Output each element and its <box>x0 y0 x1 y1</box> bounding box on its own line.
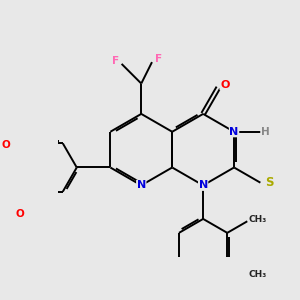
Text: O: O <box>15 209 24 219</box>
Text: S: S <box>265 176 274 189</box>
Text: CH₃: CH₃ <box>248 215 266 224</box>
Text: N: N <box>230 127 239 137</box>
Text: O: O <box>1 140 10 150</box>
Text: F: F <box>155 54 162 64</box>
Text: N: N <box>136 180 146 190</box>
Text: CH₃: CH₃ <box>248 270 266 279</box>
Text: O: O <box>220 80 230 90</box>
Text: H: H <box>261 127 269 137</box>
Text: N: N <box>199 180 208 190</box>
Text: F: F <box>112 56 119 66</box>
